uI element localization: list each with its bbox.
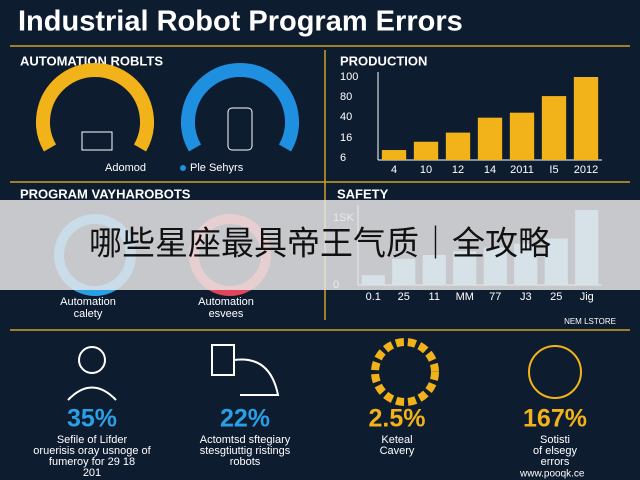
caption: esvees <box>209 308 244 320</box>
x-tick-label: Jig <box>580 291 594 303</box>
x-tick-label: 25 <box>550 291 562 303</box>
legend-dot <box>180 165 186 171</box>
banner-bg <box>0 200 640 290</box>
gauge <box>181 63 299 152</box>
x-tick-label: 0.1 <box>366 291 381 303</box>
worker-icon <box>67 386 117 401</box>
stat-value: 2.5% <box>369 405 426 433</box>
gear-icon <box>371 338 439 406</box>
stat-caption: Sefile of Lifder <box>57 434 128 446</box>
stat-caption: of elsegy <box>533 445 578 457</box>
x-tick-label: 25 <box>398 291 410 303</box>
y-tick-label: 100 <box>340 71 358 83</box>
stat-caption: Cavery <box>380 445 415 457</box>
stat-caption: errors <box>541 456 570 468</box>
x-tick-label: I5 <box>549 164 558 176</box>
laptop-icon <box>81 131 113 151</box>
heading: AUTOMATION ROBLTS <box>20 53 163 68</box>
stat-value: 167% <box>523 405 587 433</box>
stat-caption: 201 <box>83 467 101 479</box>
stat-caption: fumeroy for 29 18 <box>49 456 135 468</box>
stat-value: 35% <box>67 405 117 433</box>
y-tick-label: 40 <box>340 111 352 123</box>
x-tick-label: 2011 <box>510 164 534 176</box>
stat-caption: stesgtiuttig ristings <box>200 445 291 457</box>
stat-caption: Actomtsd sftegiary <box>200 434 291 446</box>
x-tick-label: 11 <box>429 291 440 303</box>
bar <box>573 77 599 160</box>
x-tick-label: MM <box>456 291 474 303</box>
bar <box>509 112 535 160</box>
footer: www.pooqk.ce <box>519 469 585 480</box>
heading: PROGRAM VAYHAROBOTS <box>20 186 191 201</box>
x-tick-label: J3 <box>520 291 532 303</box>
bar <box>381 150 407 160</box>
title: Industrial Robot Program Errors <box>18 6 463 38</box>
caption: Automation <box>60 296 116 308</box>
worker-icon <box>78 346 106 374</box>
x-tick-label: 2012 <box>574 164 598 176</box>
gauge <box>36 63 154 152</box>
legend-label: Ple Sehyrs <box>190 162 244 174</box>
caption: Automation <box>198 296 254 308</box>
y-tick-label: 16 <box>340 132 352 144</box>
y-tick-label: 6 <box>340 152 346 164</box>
caption: calety <box>74 308 103 320</box>
x-tick-label: 10 <box>420 164 432 176</box>
y-tick-label: 80 <box>340 91 352 103</box>
x-tick-label: 4 <box>391 164 397 176</box>
bar <box>541 96 567 160</box>
x-tick-label: 14 <box>484 164 496 176</box>
heading: SAFETY <box>337 186 389 201</box>
legend-label: Adomod <box>105 162 146 174</box>
stat-caption: robots <box>230 456 261 468</box>
x-tick-label: 77 <box>489 291 501 303</box>
phone-icon <box>227 107 253 151</box>
x-tick-label: 12 <box>452 164 464 176</box>
bar <box>413 141 439 160</box>
note: NEM LSTORE <box>564 317 616 326</box>
bar <box>477 117 503 160</box>
heading: PRODUCTION <box>340 53 427 68</box>
stat-value: 22% <box>220 405 270 433</box>
person-icon <box>528 345 582 399</box>
stat-caption: Sotisti <box>540 434 570 446</box>
bar <box>445 132 471 160</box>
stat-caption: oruerisis oray usnoge of <box>33 445 151 457</box>
robot-icon <box>233 358 280 396</box>
banner: 哪些星座最具帝王气质｜全攻略 <box>89 225 551 262</box>
stat-caption: Keteal <box>381 434 412 446</box>
